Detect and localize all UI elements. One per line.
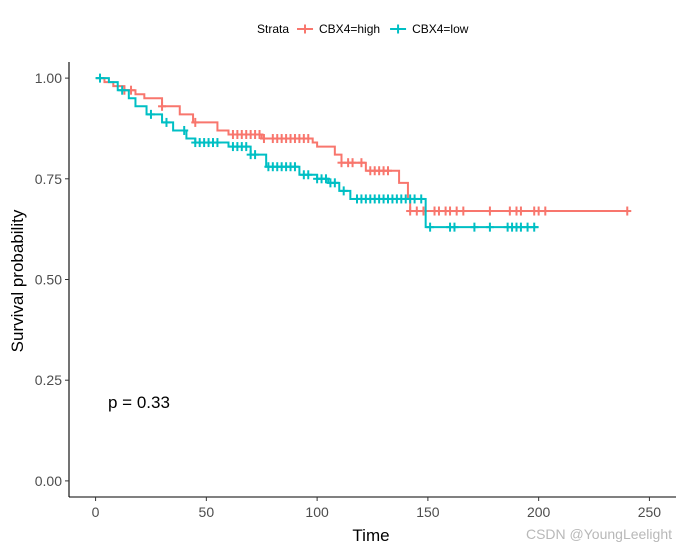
legend-title: Strata [257, 22, 289, 36]
censor-mark [321, 174, 330, 184]
censor-mark [242, 142, 251, 152]
y-axis-title: Survival probability [8, 209, 27, 352]
censor-mark [541, 206, 550, 216]
censor-mark [357, 158, 366, 168]
censor-mark [623, 206, 632, 216]
p-value-annotation: p = 0.33 [108, 393, 170, 412]
y-tick-label: 0.25 [35, 372, 62, 388]
censor-mark [304, 134, 313, 144]
series-cbx4-high [95, 77, 632, 216]
legend-key-cross [301, 24, 310, 34]
censor-mark [96, 73, 105, 83]
censor-mark [259, 134, 268, 144]
censor-mark [251, 150, 260, 160]
censor-mark [339, 186, 348, 196]
legend: Strata CBX4=high CBX4=low [257, 22, 469, 36]
y-tick-label: 0.50 [35, 272, 62, 288]
censor-mark [470, 222, 479, 232]
x-tick-label: 150 [416, 504, 440, 520]
censor-mark [158, 101, 167, 111]
legend-item: CBX4=high [297, 22, 380, 36]
censor-mark [516, 206, 525, 216]
y-tick-label: 1.00 [35, 70, 62, 86]
censor-mark [290, 162, 299, 172]
censor-mark [118, 85, 127, 95]
x-tick-label: 200 [527, 504, 551, 520]
censor-mark [180, 125, 189, 135]
legend-item: CBX4=low [390, 22, 469, 36]
x-tick-label: 0 [92, 504, 100, 520]
censor-mark [330, 178, 339, 188]
censor-mark [255, 130, 264, 139]
series-cbx4-low [95, 73, 539, 232]
x-tick-label: 100 [305, 504, 329, 520]
y-tick-label: 0.75 [35, 171, 62, 187]
censor-mark [384, 166, 393, 176]
censor-mark [426, 222, 435, 232]
survival-curve [95, 77, 539, 229]
plot-area [95, 73, 632, 232]
x-tick-label: 50 [199, 504, 215, 520]
censor-mark [485, 222, 494, 232]
censor-mark [146, 109, 155, 119]
axes: 0 50 100 150 200 250 0.00 0.25 0.50 0.75 1.00 [35, 62, 676, 520]
censor-mark [450, 222, 459, 232]
censor-mark [191, 117, 200, 127]
x-axis-title: Time [352, 526, 389, 545]
censor-mark [304, 170, 313, 180]
censor-mark [162, 117, 171, 127]
censor-mark [485, 206, 494, 216]
x-tick-label: 250 [638, 504, 662, 520]
censor-mark [348, 158, 357, 168]
legend-label: CBX4=low [412, 22, 469, 36]
y-tick-label: 0.00 [35, 473, 62, 489]
watermark: CSDN @YoungLeelight [526, 526, 672, 542]
censor-mark [213, 138, 222, 148]
legend-label: CBX4=high [319, 22, 380, 36]
censor-mark [417, 194, 426, 204]
survival-curve [95, 77, 628, 213]
censor-mark [459, 206, 468, 216]
censor-mark [530, 222, 539, 232]
legend-key-cross [394, 24, 403, 34]
